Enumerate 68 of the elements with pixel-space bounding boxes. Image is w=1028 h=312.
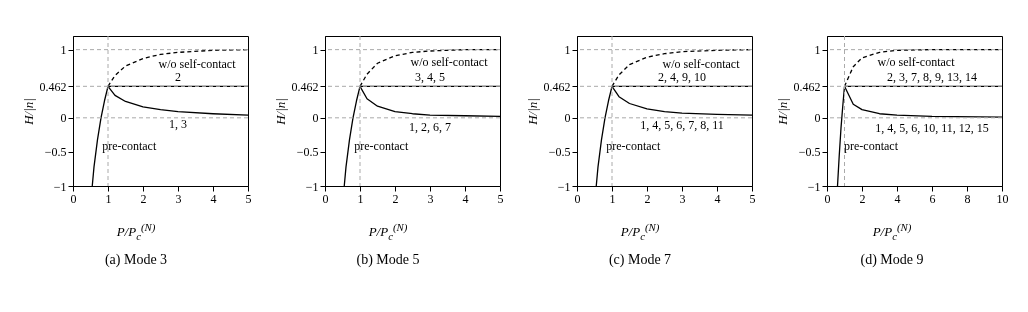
annotation: 1, 3	[168, 116, 187, 131]
x-tick-label: 0	[824, 191, 831, 206]
annotation: 1, 4, 5, 6, 7, 8, 11	[639, 118, 724, 133]
x-tick-label: 6	[929, 191, 936, 206]
annotation: pre-contact	[844, 139, 899, 154]
x-tick-label: 5	[749, 191, 755, 206]
x-tick-label: 2	[859, 191, 866, 206]
x-tick-label: 3	[679, 191, 685, 206]
text: (a) Mode 3	[103, 251, 169, 268]
y-axis-title: H/|n|	[20, 98, 35, 126]
annotation: 2	[174, 70, 181, 85]
y-tick-label: 1	[564, 43, 570, 58]
x-tick-label: 2	[392, 191, 398, 206]
y-tick-label: 0	[60, 111, 66, 126]
x-tick-label: 3	[175, 191, 181, 206]
annotation: pre-contact	[101, 139, 157, 154]
x-tick-label: 4	[462, 191, 468, 206]
annotation: w/o self-contact	[158, 57, 236, 72]
x-tick-label: 3	[427, 191, 433, 206]
y-tick-label: −1	[807, 179, 821, 194]
annotation: 2, 4, 9, 10	[657, 70, 706, 85]
y-tick-label: −0.5	[296, 145, 318, 160]
y-tick-label: 1	[60, 43, 66, 58]
text: (b) Mode 5	[355, 251, 421, 268]
x-tick-label: 5	[245, 191, 251, 206]
y-tick-label: −0.5	[798, 145, 821, 160]
annotation: 2, 3, 7, 8, 9, 13, 14	[887, 70, 977, 85]
annotation: w/o self-contact	[662, 56, 740, 71]
x-tick-label: 5	[497, 191, 503, 206]
y-tick-label: 1	[814, 43, 821, 58]
annotation: 3, 4, 5	[414, 70, 445, 85]
y-axis-title: H/|n|	[272, 98, 287, 126]
text: (c) Mode 7	[607, 251, 673, 268]
x-tick-label: 1	[357, 191, 363, 206]
y-tick-label: 1	[312, 43, 318, 58]
annotation: pre-contact	[605, 139, 661, 154]
x-tick-label: 0	[322, 191, 328, 206]
y-tick-label: −0.5	[548, 145, 570, 160]
text: (d) Mode 9	[859, 251, 925, 268]
x-tick-label: 4	[894, 191, 901, 206]
annotation: 1, 4, 5, 6, 10, 11, 12, 15	[875, 121, 989, 136]
y-tick-label: −1	[53, 179, 66, 194]
annotation: w/o self-contact	[410, 55, 488, 70]
y-tick-label: 0.462	[543, 79, 570, 94]
y-tick-label: −1	[305, 179, 318, 194]
y-tick-label: 0.462	[39, 79, 66, 94]
x-tick-label: 1	[609, 191, 615, 206]
y-tick-label: 0	[312, 111, 318, 126]
y-tick-label: 0	[814, 111, 821, 126]
x-tick-label: 0	[574, 191, 580, 206]
x-tick-label: 0	[70, 191, 76, 206]
y-tick-label: −1	[557, 179, 570, 194]
y-tick-label: 0	[564, 111, 570, 126]
annotation: pre-contact	[353, 139, 409, 154]
x-tick-label: 2	[140, 191, 146, 206]
y-tick-label: 0.462	[291, 79, 318, 94]
x-tick-label: 4	[210, 191, 216, 206]
x-tick-label: 2	[644, 191, 650, 206]
x-tick-label: 10	[996, 191, 1009, 206]
x-tick-label: 4	[714, 191, 720, 206]
x-tick-label: 1	[105, 191, 111, 206]
y-axis-title: H/|n|	[774, 98, 790, 126]
y-tick-label: −0.5	[44, 145, 66, 160]
annotation: 1, 2, 6, 7	[408, 120, 451, 135]
x-tick-label: 8	[964, 191, 971, 206]
y-tick-label: 0.462	[793, 79, 821, 94]
annotation: w/o self-contact	[877, 55, 956, 70]
y-axis-title: H/|n|	[524, 98, 539, 126]
